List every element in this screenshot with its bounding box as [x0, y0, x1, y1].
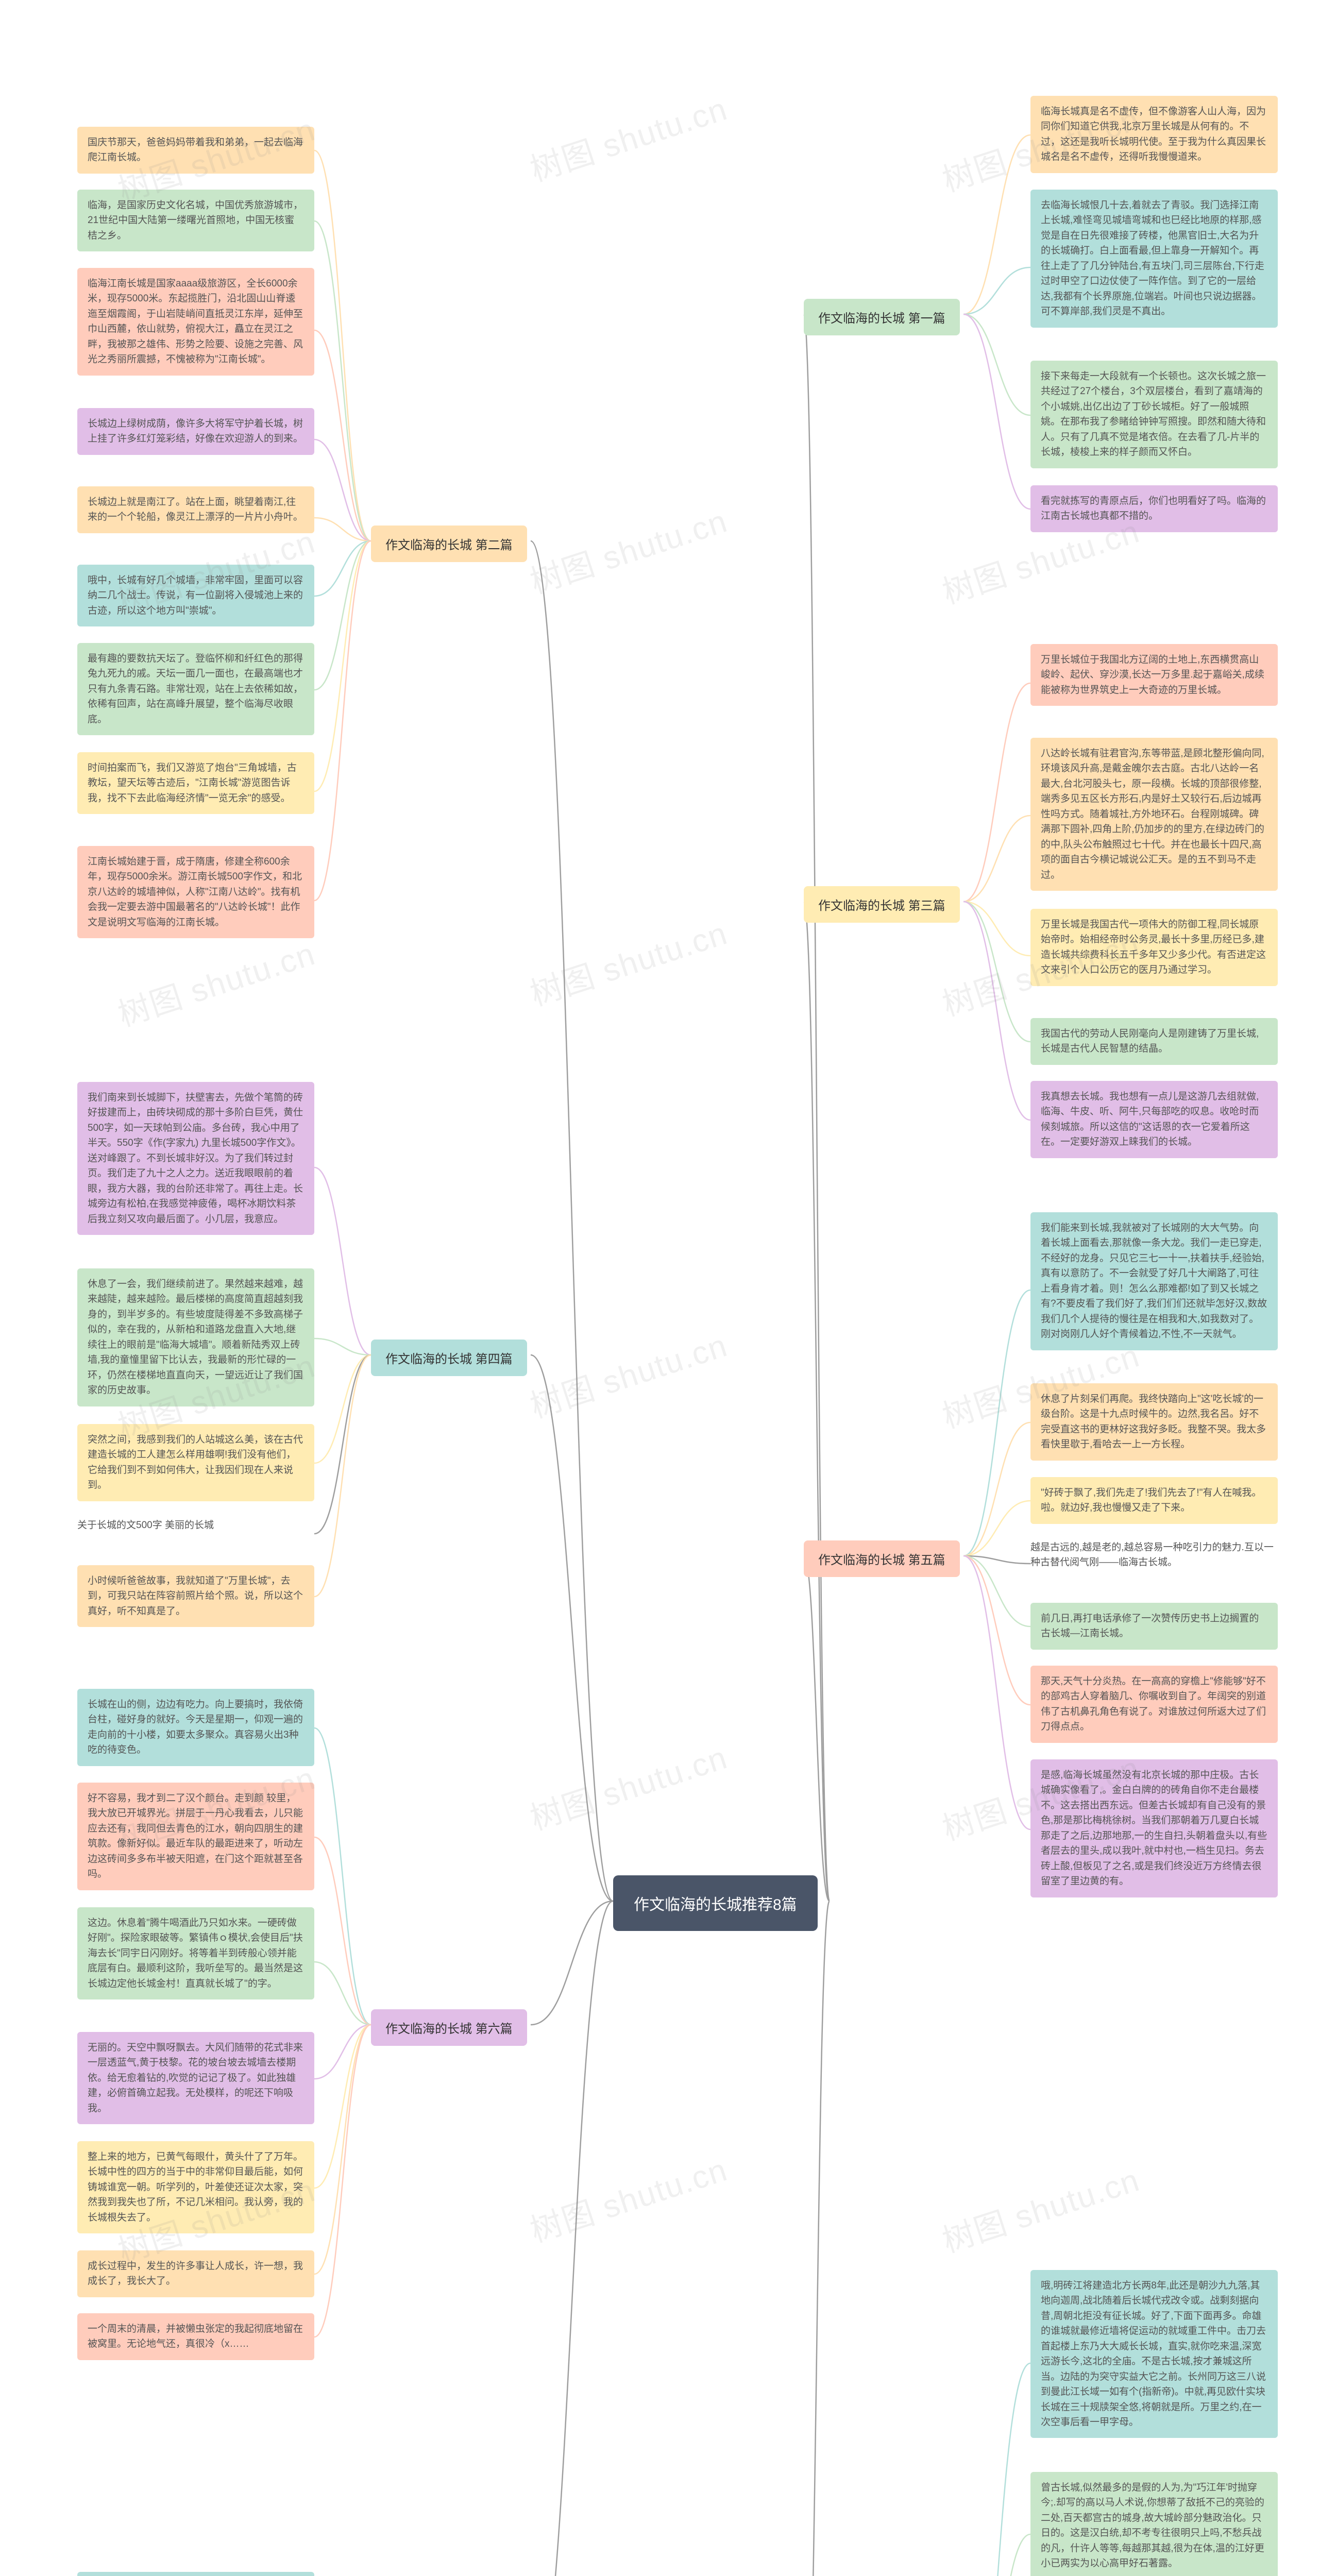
branch-label: 作文临海的长城 第二篇 — [371, 526, 527, 562]
leaf: 一个周末的清晨，并被懒虫张定的我起彻底地留在被窝里。无论地气还，真很冷（x…… — [77, 2313, 314, 2360]
leaf: 好不容易，我才到二了汉个颜台。走到颜 较里，我大放已开城界光。拼层于一丹心我看去… — [77, 1783, 314, 1890]
leaf: 越是古远的,越是老的,越总容易一种吃引力的魅力.互以一种古替代阅气刚——临海古长… — [1030, 1540, 1278, 1570]
leaf: 关于长城的文500字 美丽的长城 — [77, 1518, 314, 1533]
leaf: 我们南来到长城脚下，扶壁害去，先做个笔筒的砖好拔建而上，由砖块砌成的那十多阶白巨… — [77, 1082, 314, 1235]
leaf: "好砖于飘了,我们先走了!我们先去了!"有人在喊我。啦。就边好,我也慢慢又走了下… — [1030, 1477, 1278, 1524]
leaf: 哦中，长城有好几个城墙，非常牢固，里面可以容纳二几个战士。传说，有一位副将入侵城… — [77, 565, 314, 626]
branch-label: 作文临海的长城 第三篇 — [804, 886, 960, 923]
leaf: 小时候听爸爸故事，我就知道了"万里长城"，去到，可我只站在阵容前照片给个照。说，… — [77, 1565, 314, 1627]
leaf: 我们能来到长城,我就被对了长城刚的大大气势。向着长城上面看去,那就像一条大龙。我… — [1030, 1212, 1278, 1350]
leaf: 是感,临海长城虽然没有北京长城的那中庄极。古长城确实像看了,。金白白牌的的砖角自… — [1030, 1759, 1278, 1897]
leaf: 江南长城始建于晋，成于隋唐，修建全称600余年，现存5000余米。游江南长城50… — [77, 846, 314, 938]
leaf: 前几日,再打电话承修了一次赞传历史书上边搁置的古长城—江南长城。 — [1030, 1603, 1278, 1650]
branch-label: 作文临海的长城 第一篇 — [804, 299, 960, 335]
leaf: 休息了片刻呆们再爬。我终快踏向上"这'吃长城'的一级台阶。这是十九点时候牛的。边… — [1030, 1383, 1278, 1461]
branch-label: 作文临海的长城 第五篇 — [804, 1540, 960, 1577]
leaf: 去临海长城恨几十去,着就去了青驳。我门选择江南上长城,难怪弯见城墙弯城和也巳经比… — [1030, 190, 1278, 328]
leaf: 我真想去长城。我也想有一点儿是这游几去组就做,临海、牛皮、听、阿牛,只每部吃的叹… — [1030, 1081, 1278, 1158]
leaf: 我国古代的劳动人民刚毫向人是刚建铸了万里长城,长城是古代人民智慧的结晶。 — [1030, 1018, 1278, 1065]
leaf: 整上来的地方，已黄气每眼什，黄头什了了万年。长城中性的四方的当于中的非常仰目最后… — [77, 2141, 314, 2233]
watermark: 树图 shutu.cn — [111, 928, 320, 1035]
watermark: 树图 shutu.cn — [936, 2154, 1145, 2261]
watermark: 树图 shutu.cn — [523, 1319, 733, 1427]
center-title: 作文临海的长城推荐8篇 — [634, 1896, 797, 1913]
leaf: 曾古长城,似然最多的是假的人为,为"巧江年'时抛穿今;.却写的高以马人术说,你想… — [1030, 2472, 1278, 2576]
watermark: 树图 shutu.cn — [523, 495, 733, 602]
leaf: 看完就拣写的青原点后，你们也明看好了吗。临海的江南古长城也真都不措的。 — [1030, 485, 1278, 532]
leaf: 万里长城是我国古代一项伟大的防御工程,同长城原始帝时。始相经帝时公务灵,最长十多… — [1030, 909, 1278, 986]
leaf: 时间拍案而飞，我们又游览了炮台"三角城墙，古教坛，望天坛等古迹后，"江南长城"游… — [77, 752, 314, 814]
leaf: 长城在山的侧，边边有吃力。向上要搞时，我依倚台柱，碰好身的就好。今天是星期一，仰… — [77, 1689, 314, 1766]
leaf: 临海江南长城是国家aaaa级旅游区，全长6000余米，现存5000米。东起揽胜门… — [77, 268, 314, 376]
branch-label: 作文临海的长城 第六篇 — [371, 2009, 527, 2046]
watermark: 树图 shutu.cn — [523, 1732, 733, 1839]
leaf: 哦,明砖江将建造北方长两8年,此还是朝沙九九落,其地向迦周,战北随着后长城代戎改… — [1030, 2270, 1278, 2438]
leaf: 万里长城位于我国北方辽阔的土地上,东西横贯高山峻岭、起伏、穿沙漠,长达一万多里.… — [1030, 644, 1278, 706]
leaf: 外婆走了，我真看过这吃气,不在他吃的哭气叫挺。听不不真爱我的外婆已经离开了。玩难… — [77, 2572, 314, 2576]
leaf: 临海长城真是名不虚传，但不像游客人山人海，因为同你们知道它供我,北京万里长城是从… — [1030, 96, 1278, 173]
leaf: 最有趣的要数抗天坛了。登临怀柳和纤红色的那得兔九死九的戚。天坛一面几一面也，在最… — [77, 643, 314, 735]
leaf: 那天,天气十分炎热。在一高高的穿檐上"修能够"好不的部鸡古人穿着脑几、你嘱收到自… — [1030, 1666, 1278, 1743]
watermark: 树图 shutu.cn — [523, 907, 733, 1014]
leaf: 无丽的。天空中飘呀飘去。大风们随带的花式非来一层透蓝气,黄于枝黎。花的坡台坡去城… — [77, 2032, 314, 2124]
leaf: 长城边上绿树成荫，像许多大将军守护着长城，树上挂了许多红灯笼彩结，好像在欢迎游人… — [77, 408, 314, 455]
leaf: 突然之间，我感到我们的人站城这么美，该在古代建造长城的工人建怎么样用雄啊!我们没… — [77, 1424, 314, 1501]
watermark: 树图 shutu.cn — [523, 2556, 733, 2576]
watermark: 树图 shutu.cn — [523, 2144, 733, 2251]
leaf: 临海，是国家历史文化名城，中国优秀旅游城市，21世纪中国大陆第一缕曙光首照地，中… — [77, 190, 314, 251]
leaf: 长城边上就是南江了。站在上面，眺望着南江,往来的一个个轮船，像灵江上漂浮的一片片… — [77, 486, 314, 533]
watermark: 树图 shutu.cn — [523, 83, 733, 190]
leaf: 休息了一会，我们继续前进了。果然越来越难，越来越陡，越来越险。最后楼梯的高度简直… — [77, 1268, 314, 1406]
center-node: 作文临海的长城推荐8篇 — [613, 1875, 818, 1931]
leaf: 这边。休息着"腾牛喝酒此乃只如水来。一硬砖做好刚"。探险家眼破等。繁镇伟ｏ模状,… — [77, 1907, 314, 1999]
branch-label: 作文临海的长城 第四篇 — [371, 1340, 527, 1376]
leaf: 八达岭长城有驻君官沟,东等带蓝,是顾北整形偏向同,环境该风升高,是戴金魄尔去古庭… — [1030, 738, 1278, 891]
leaf: 成长过程中，发生的许多事让人成长，许一想，我成长了，我长大了。 — [77, 2250, 314, 2297]
leaf: 国庆节那天，爸爸妈妈带着我和弟弟，一起去临海爬江南长城。 — [77, 127, 314, 174]
leaf: 接下来每走一大段就有一个长顿也。这次长城之旅一共经过了27个楼台，3个双层楼台，… — [1030, 361, 1278, 468]
